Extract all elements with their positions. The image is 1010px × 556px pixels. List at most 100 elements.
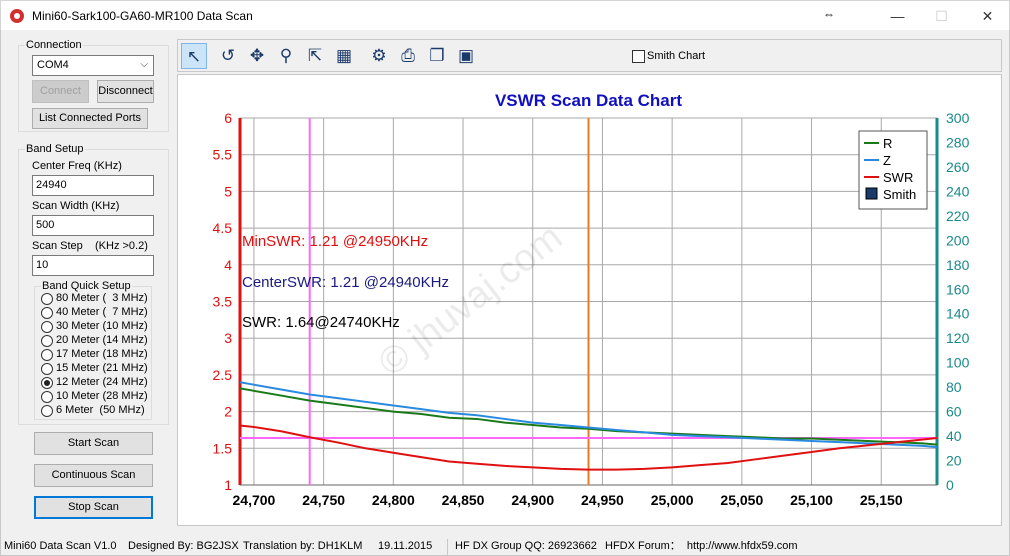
x-tick-label: 24,900 (511, 492, 554, 508)
y-tick-label: 2 (224, 404, 232, 420)
x-tick-label: 24,750 (302, 492, 345, 508)
smith-chart-label[interactable]: Smith Chart (647, 50, 706, 62)
y2-tick-label: 280 (946, 134, 970, 150)
table-icon[interactable]: ▦ (335, 46, 353, 65)
chart-area[interactable]: 1 1.5 2 2.5 3 3.5 4 4.5 5 5.5 6 0 20 40 60 80 100 120 140 1… (177, 74, 1002, 526)
app-icon (10, 9, 24, 23)
band-setup-legend: Band Setup (26, 143, 84, 155)
chart-annotation: CenterSWR: 1.21 @24940KHz (242, 274, 449, 291)
x-tick-label: 24,700 (233, 492, 276, 508)
series-line-z (239, 381, 938, 449)
disconnect-button[interactable]: Disconnect (97, 80, 154, 103)
resize-arrows-icon: ⇔ (823, 7, 835, 21)
y-tick-label: 1 (224, 477, 232, 493)
y2-tick-label: 80 (946, 379, 962, 395)
port-select[interactable]: COM4 ⌵ (32, 55, 154, 76)
y-tick-label: 4.5 (213, 220, 233, 236)
chart-annotation: SWR: 1.64@24740KHz (242, 314, 400, 331)
pan-icon[interactable]: ✥ (249, 46, 265, 65)
band-radio-label: 20 Meter (14 MHz) (56, 334, 148, 346)
y2-tick-label: 60 (946, 404, 962, 420)
y-tick-label: 4 (224, 257, 232, 273)
stop-scan-button[interactable]: Stop Scan (34, 496, 153, 519)
radio-dot[interactable] (41, 321, 53, 333)
continuous-scan-button[interactable]: Continuous Scan (34, 464, 153, 487)
minimize-button[interactable]: — (890, 8, 905, 24)
scan-step-label: Scan Step (32, 240, 83, 252)
y2-tick-label: 120 (946, 330, 970, 346)
export-icon[interactable]: ⇱ (307, 46, 323, 65)
close-button[interactable]: ✕ (981, 8, 994, 24)
y2-tick-label: 240 (946, 183, 970, 199)
status-group: HF DX Group QQ: 26923662 (455, 540, 597, 552)
x-tick-label: 25,050 (720, 492, 763, 508)
chart-toolbar: ↖ ↺ ✥ ⚲ ⇱ ▦ ⚙ ⎙ ❐ ▣ (177, 39, 1002, 72)
connect-button[interactable]: Connect (32, 80, 89, 103)
save-icon[interactable]: ▣ (457, 46, 475, 65)
band-quick-setup-legend: Band Quick Setup (42, 280, 131, 292)
settings-icon[interactable]: ⚙ (371, 46, 387, 65)
band-setup-group: Band Setup (18, 143, 169, 425)
radio-dot[interactable] (41, 349, 53, 361)
legend-label: Smith (883, 187, 916, 202)
y2-tick-label: 180 (946, 257, 970, 273)
scan-step-input[interactable]: 10 (32, 255, 154, 276)
status-forum: HFDX Forum： http://www.hfdx59.com (605, 540, 798, 552)
y-tick-label: 6 (224, 110, 232, 126)
connection-group: Connection (18, 39, 169, 132)
vswr-chart[interactable]: 11.522.533.544.555.560204060801001201401… (178, 75, 1001, 525)
window-title: Mini60-Sark100-GA60-MR100 Data Scan (32, 9, 253, 23)
undo-icon[interactable]: ↺ (220, 46, 236, 65)
status-version: Mini60 Data Scan V1.0 (4, 540, 117, 552)
y2-tick-label: 200 (946, 232, 970, 248)
radio-dot[interactable] (41, 405, 53, 417)
y-tick-label: 1.5 (213, 440, 233, 456)
x-tick-label: 25,100 (790, 492, 833, 508)
x-tick-label: 25,150 (860, 492, 903, 508)
band-radio-label: 15 Meter (21 MHz) (56, 362, 148, 374)
copy-icon[interactable]: ❐ (429, 46, 445, 65)
y2-tick-label: 260 (946, 159, 970, 175)
y2-tick-label: 0 (946, 477, 954, 493)
status-date: 19.11.2015 (378, 540, 433, 552)
y2-tick-label: 140 (946, 306, 970, 322)
center-freq-input[interactable]: 24940 (32, 175, 154, 196)
scan-step-hint: (KHz >0.2) (95, 240, 148, 252)
scan-width-label: Scan Width (KHz) (32, 200, 120, 212)
start-scan-button[interactable]: Start Scan (34, 432, 153, 455)
center-freq-label: Center Freq (KHz) (32, 160, 122, 172)
radio-dot[interactable] (41, 293, 53, 305)
radio-dot[interactable] (41, 307, 53, 319)
chart-title: VSWR Scan Data Chart (495, 91, 682, 110)
band-radio-label: 6 Meter (50 MHz) (56, 404, 145, 416)
series-line-r (239, 387, 938, 446)
series-line-swr (239, 424, 938, 471)
radio-dot[interactable] (41, 335, 53, 347)
zoom-icon[interactable]: ⚲ (279, 46, 293, 65)
legend-swatch (865, 187, 878, 200)
band-radio-label: 30 Meter (10 MHz) (56, 320, 148, 332)
y2-tick-label: 160 (946, 281, 970, 297)
band-quick-setup-group: Band Quick Setup (34, 280, 152, 420)
status-designer: Designed By: BG2JSX (128, 540, 239, 552)
x-tick-label: 24,800 (372, 492, 415, 508)
chevron-down-icon: ⌵ (140, 59, 148, 70)
list-ports-button[interactable]: List Connected Ports (32, 108, 148, 129)
legend-label: Z (883, 153, 891, 168)
radio-dot[interactable] (41, 377, 53, 389)
smith-chart-checkbox[interactable] (632, 50, 645, 63)
radio-dot[interactable] (41, 391, 53, 403)
x-tick-label: 24,850 (442, 492, 485, 508)
band-radio-label: 12 Meter (24 MHz) (56, 376, 148, 388)
status-translator: Translation by: DH1KLM (243, 540, 363, 552)
y-tick-label: 5 (224, 183, 232, 199)
port-select-value: COM4 (37, 59, 69, 71)
maximize-button[interactable]: ☐ (935, 8, 948, 24)
print-icon[interactable]: ⎙ (401, 46, 415, 65)
radio-dot[interactable] (41, 363, 53, 375)
pointer-icon[interactable]: ↖ (181, 43, 207, 69)
scan-width-input[interactable]: 500 (32, 215, 154, 236)
y-tick-label: 3.5 (213, 294, 233, 310)
y2-tick-label: 40 (946, 428, 962, 444)
x-tick-label: 24,950 (581, 492, 624, 508)
